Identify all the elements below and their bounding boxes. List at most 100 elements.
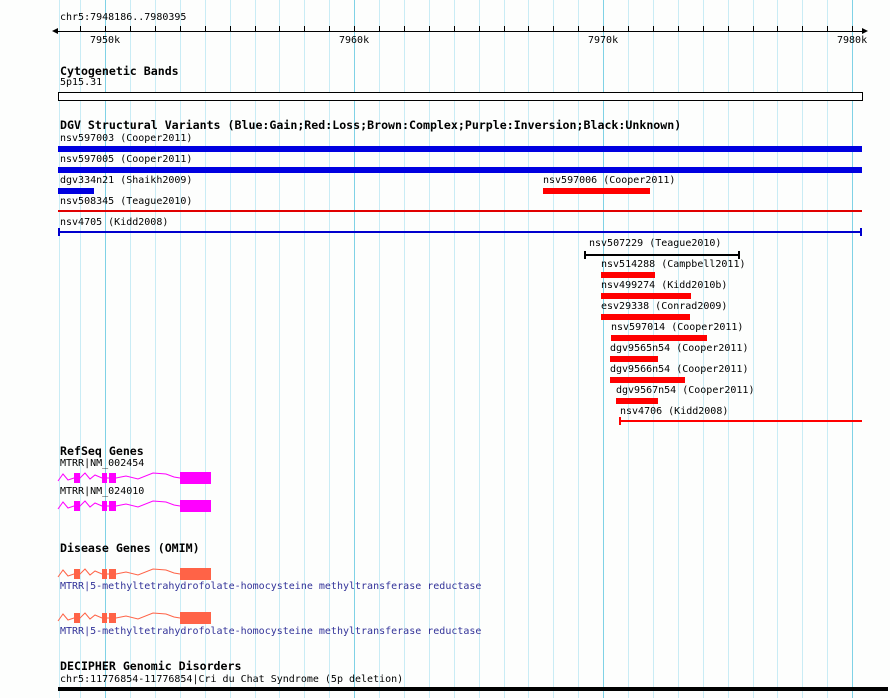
variant-bar-nsv597005[interactable] xyxy=(58,167,862,173)
refseq-gene-label-NM_024010[interactable]: MTRR|NM_024010 xyxy=(60,486,145,497)
variant-bar-esv29338[interactable] xyxy=(601,314,690,320)
variant-bar-nsv514288[interactable] xyxy=(601,272,655,278)
variant-bar-dgv9567n54[interactable] xyxy=(616,398,658,404)
variant-bar-nsv597006[interactable] xyxy=(543,188,650,194)
variant-line-nsv508345[interactable] xyxy=(58,210,862,212)
gridline-minor xyxy=(678,0,679,698)
ruler-tick xyxy=(379,26,380,31)
omim-gene-model-omim-mtrr-2[interactable] xyxy=(57,606,218,630)
variant-endcap-nsv4705 xyxy=(860,228,862,236)
variant-line-nsv4706[interactable] xyxy=(619,420,862,422)
variant-label-nsv597006[interactable]: nsv597006 (Cooper2011) xyxy=(543,175,676,186)
omim-gene-model-omim-mtrr-1[interactable] xyxy=(57,562,218,586)
variant-label-nsv597003[interactable]: nsv597003 (Cooper2011) xyxy=(60,133,193,144)
ruler-tick xyxy=(703,26,704,31)
variant-label-nsv507229[interactable]: nsv507229 (Teague2010) xyxy=(589,238,722,249)
variant-label-nsv508345[interactable]: nsv508345 (Teague2010) xyxy=(60,196,193,207)
ruler-tick xyxy=(304,26,305,31)
variant-bar-nsv597014[interactable] xyxy=(611,335,707,341)
variant-bar-dgv9566n54[interactable] xyxy=(610,377,685,383)
variant-bar-nsv499274[interactable] xyxy=(601,293,691,299)
gridline-minor xyxy=(479,0,480,698)
gridline-minor xyxy=(59,0,60,698)
variant-label-dgv9566n54[interactable]: dgv9566n54 (Cooper2011) xyxy=(610,364,749,375)
variant-label-nsv597014[interactable]: nsv597014 (Cooper2011) xyxy=(611,322,744,333)
gridline-minor xyxy=(628,0,629,698)
ruler-tick-label: 7980k xyxy=(837,35,868,46)
variant-endcap-nsv507229 xyxy=(584,251,586,259)
gridline-minor xyxy=(454,0,455,698)
variant-bar-dgv334n21[interactable] xyxy=(58,188,94,194)
ruler-tick xyxy=(279,26,280,31)
ruler-tick-label: 7960k xyxy=(339,35,370,46)
region-label: chr5:7948186..7980395 xyxy=(60,12,187,23)
variant-label-nsv4706[interactable]: nsv4706 (Kidd2008) xyxy=(620,406,729,417)
ruler-tick xyxy=(852,26,853,31)
variant-label-dgv334n21[interactable]: dgv334n21 (Shaikh2009) xyxy=(60,175,193,186)
gridline-minor xyxy=(80,0,81,698)
gridline-minor xyxy=(205,0,206,698)
gridline-major xyxy=(354,0,355,698)
variant-endcap-nsv4705 xyxy=(58,228,60,236)
ruler-tick xyxy=(479,26,480,31)
ruler-arrow-right-icon xyxy=(862,28,868,34)
ruler-tick xyxy=(454,26,455,31)
ruler-tick xyxy=(628,26,629,31)
gridline-minor xyxy=(180,0,181,698)
gridline-minor xyxy=(155,0,156,698)
gridline-minor xyxy=(578,0,579,698)
cytoband-rect xyxy=(58,92,863,101)
gridline-minor xyxy=(130,0,131,698)
gridline-minor xyxy=(802,0,803,698)
variant-label-nsv597005[interactable]: nsv597005 (Cooper2011) xyxy=(60,154,193,165)
ruler-tick xyxy=(827,26,828,31)
variant-line-nsv507229[interactable] xyxy=(584,254,740,256)
refseq-gene-label-NM_002454[interactable]: MTRR|NM_002454 xyxy=(60,458,145,469)
gridline-minor xyxy=(703,0,704,698)
variant-label-dgv9565n54[interactable]: dgv9565n54 (Cooper2011) xyxy=(610,343,749,354)
decipher-feature-bar[interactable] xyxy=(58,687,888,691)
ruler-tick xyxy=(753,26,754,31)
ruler-tick xyxy=(180,26,181,31)
gridline-minor xyxy=(230,0,231,698)
variant-label-dgv9567n54[interactable]: dgv9567n54 (Cooper2011) xyxy=(616,385,755,396)
variant-label-esv29338[interactable]: esv29338 (Conrad2009) xyxy=(601,301,728,312)
ruler-tick-label: 7970k xyxy=(588,35,619,46)
variant-label-nsv499274[interactable]: nsv499274 (Kidd2010b) xyxy=(601,280,728,291)
gridline-minor xyxy=(404,0,405,698)
ruler-tick xyxy=(255,26,256,31)
variant-bar-dgv9565n54[interactable] xyxy=(610,356,658,362)
omim-gene-label-omim-mtrr-1[interactable]: MTRR|5-methyltetrahydrofolate-homocystei… xyxy=(60,581,482,592)
variant-bar-nsv597003[interactable] xyxy=(58,146,862,152)
ruler-tick xyxy=(678,26,679,31)
ruler-tick xyxy=(230,26,231,31)
ruler-tick xyxy=(728,26,729,31)
variant-line-nsv4705[interactable] xyxy=(58,231,862,233)
variant-label-nsv514288[interactable]: nsv514288 (Campbell2011) xyxy=(601,259,746,270)
omim-gene-label-omim-mtrr-2[interactable]: MTRR|5-methyltetrahydrofolate-homocystei… xyxy=(60,626,482,637)
refseq-gene-model-NM_024010[interactable] xyxy=(57,494,218,518)
refseq-gene-model-NM_002454[interactable] xyxy=(57,466,218,490)
gridline-major xyxy=(603,0,604,698)
variant-label-nsv4705[interactable]: nsv4705 (Kidd2008) xyxy=(60,217,169,228)
ruler-tick xyxy=(429,26,430,31)
gridline-major xyxy=(852,0,853,698)
ruler-tick xyxy=(777,26,778,31)
gridline-minor xyxy=(653,0,654,698)
ruler-tick xyxy=(504,26,505,31)
ruler-tick xyxy=(155,26,156,31)
decipher-entry-label[interactable]: chr5:11776854-11776854|Cri du Chat Syndr… xyxy=(60,674,404,685)
section-title-dgv-structural-variants: DGV Structural Variants (Blue:Gain;Red:L… xyxy=(60,118,682,132)
variant-endcap-nsv4706 xyxy=(619,417,621,425)
gridline-minor xyxy=(255,0,256,698)
ruler-tick xyxy=(105,26,106,31)
gridline-minor xyxy=(329,0,330,698)
gridline-minor xyxy=(429,0,430,698)
gridline-minor xyxy=(777,0,778,698)
variant-endcap-nsv507229 xyxy=(738,251,740,259)
gridline-minor xyxy=(528,0,529,698)
ruler-tick xyxy=(205,26,206,31)
ruler-tick xyxy=(603,26,604,31)
gridline-minor xyxy=(304,0,305,698)
